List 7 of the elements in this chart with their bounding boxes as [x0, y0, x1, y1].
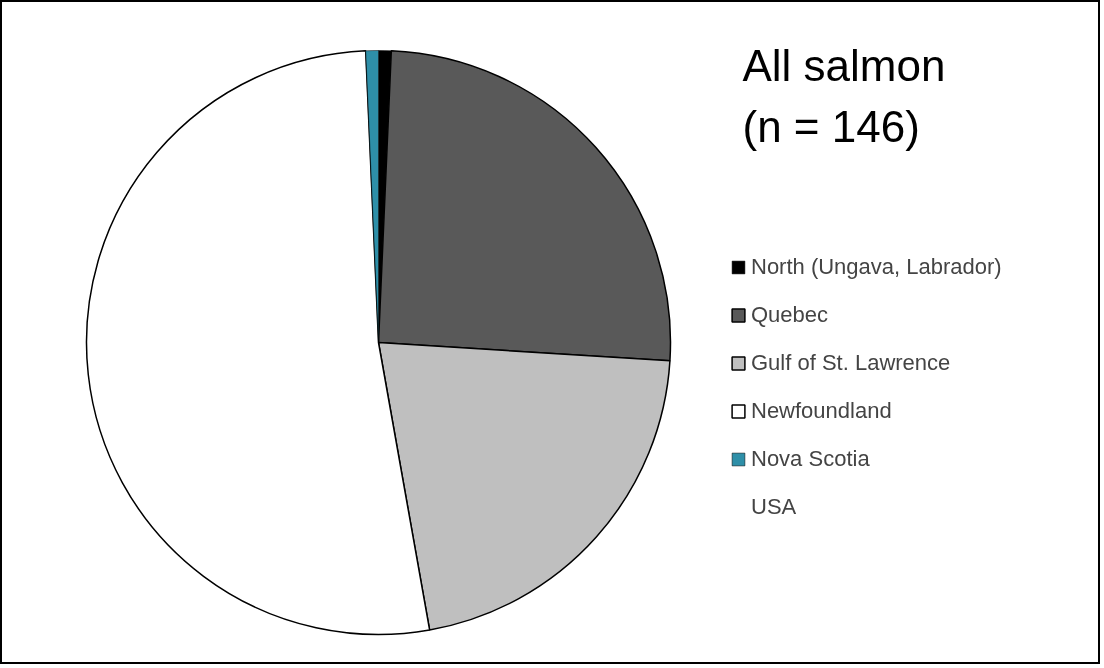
legend-label: North (Ungava, Labrador): [751, 254, 1002, 280]
text: All salmon (n = 146): [742, 40, 946, 151]
legend-label: Quebec: [751, 302, 829, 328]
legend-label: Nova Scotia: [751, 446, 870, 472]
legend-label: Gulf of St. Lawrence: [751, 350, 951, 376]
legend-label: Newfoundland: [751, 398, 892, 424]
category-label: USA: [751, 494, 797, 519]
